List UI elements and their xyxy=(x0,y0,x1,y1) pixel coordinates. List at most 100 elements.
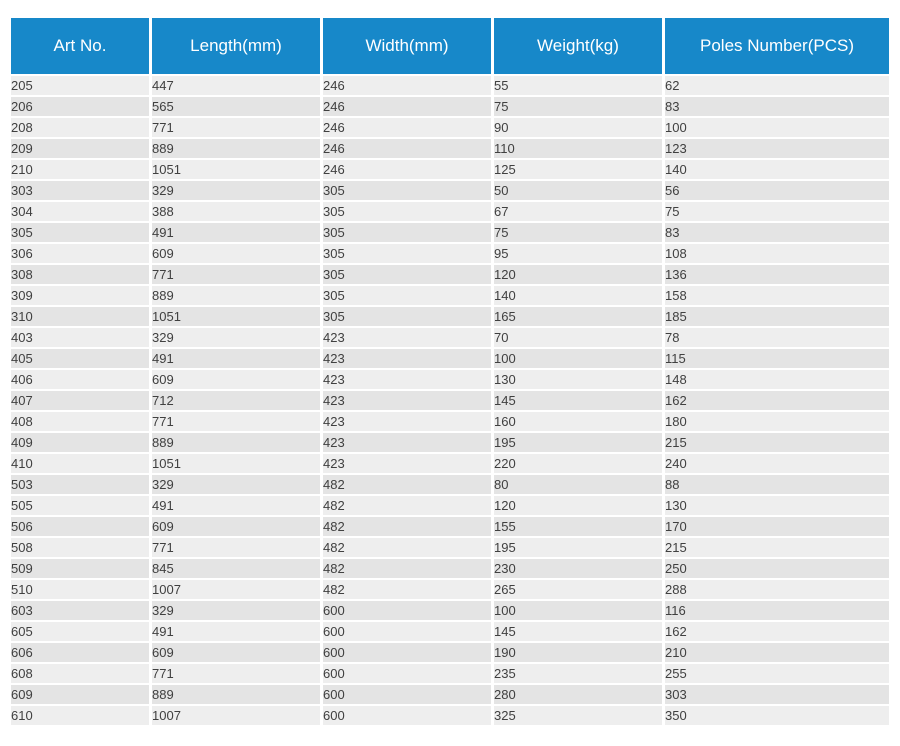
cell-weight-kg: 325 xyxy=(494,706,662,725)
cell-poles-number: 56 xyxy=(665,181,889,200)
cell-art-no: 409 xyxy=(11,433,149,452)
cell-weight-kg: 125 xyxy=(494,160,662,179)
cell-weight-kg: 145 xyxy=(494,391,662,410)
cell-weight-kg: 160 xyxy=(494,412,662,431)
table-row: 310 1051 305 165 185 xyxy=(11,307,889,326)
cell-length-mm: 447 xyxy=(152,76,320,95)
cell-width-mm: 305 xyxy=(323,265,491,284)
cell-weight-kg: 280 xyxy=(494,685,662,704)
cell-art-no: 509 xyxy=(11,559,149,578)
table-row: 506 609 482 155 170 xyxy=(11,517,889,536)
cell-width-mm: 305 xyxy=(323,244,491,263)
cell-art-no: 606 xyxy=(11,643,149,662)
cell-weight-kg: 155 xyxy=(494,517,662,536)
cell-poles-number: 215 xyxy=(665,538,889,557)
table-row: 210 1051 246 125 140 xyxy=(11,160,889,179)
cell-weight-kg: 220 xyxy=(494,454,662,473)
table-body: 205 447 246 55 62 206 565 246 75 83 208 771 246 90 100… xyxy=(11,76,889,725)
cell-length-mm: 491 xyxy=(152,349,320,368)
table-row: 510 1007 482 265 288 xyxy=(11,580,889,599)
cell-poles-number: 162 xyxy=(665,622,889,641)
cell-width-mm: 305 xyxy=(323,223,491,242)
cell-width-mm: 246 xyxy=(323,139,491,158)
table-row: 408 771 423 160 180 xyxy=(11,412,889,431)
cell-weight-kg: 80 xyxy=(494,475,662,494)
table-row: 304 388 305 67 75 xyxy=(11,202,889,221)
cell-art-no: 208 xyxy=(11,118,149,137)
cell-length-mm: 889 xyxy=(152,685,320,704)
cell-weight-kg: 55 xyxy=(494,76,662,95)
cell-art-no: 305 xyxy=(11,223,149,242)
cell-length-mm: 1007 xyxy=(152,580,320,599)
cell-length-mm: 712 xyxy=(152,391,320,410)
cell-width-mm: 482 xyxy=(323,496,491,515)
cell-weight-kg: 120 xyxy=(494,265,662,284)
cell-poles-number: 136 xyxy=(665,265,889,284)
table-row: 609 889 600 280 303 xyxy=(11,685,889,704)
table-header: Art No. Length(mm) Width(mm) Weight(kg) … xyxy=(11,18,889,74)
cell-length-mm: 771 xyxy=(152,265,320,284)
cell-art-no: 410 xyxy=(11,454,149,473)
cell-art-no: 309 xyxy=(11,286,149,305)
cell-width-mm: 246 xyxy=(323,76,491,95)
cell-poles-number: 180 xyxy=(665,412,889,431)
cell-length-mm: 609 xyxy=(152,517,320,536)
cell-poles-number: 255 xyxy=(665,664,889,683)
cell-width-mm: 305 xyxy=(323,286,491,305)
table-row: 508 771 482 195 215 xyxy=(11,538,889,557)
cell-poles-number: 170 xyxy=(665,517,889,536)
cell-length-mm: 771 xyxy=(152,412,320,431)
cell-poles-number: 108 xyxy=(665,244,889,263)
cell-poles-number: 162 xyxy=(665,391,889,410)
cell-length-mm: 889 xyxy=(152,433,320,452)
cell-width-mm: 246 xyxy=(323,118,491,137)
cell-weight-kg: 195 xyxy=(494,433,662,452)
table-row: 303 329 305 50 56 xyxy=(11,181,889,200)
cell-art-no: 206 xyxy=(11,97,149,116)
cell-art-no: 407 xyxy=(11,391,149,410)
cell-weight-kg: 120 xyxy=(494,496,662,515)
cell-length-mm: 889 xyxy=(152,139,320,158)
cell-width-mm: 305 xyxy=(323,307,491,326)
cell-weight-kg: 67 xyxy=(494,202,662,221)
cell-art-no: 510 xyxy=(11,580,149,599)
cell-length-mm: 1051 xyxy=(152,307,320,326)
cell-poles-number: 115 xyxy=(665,349,889,368)
cell-length-mm: 889 xyxy=(152,286,320,305)
cell-art-no: 303 xyxy=(11,181,149,200)
cell-poles-number: 185 xyxy=(665,307,889,326)
cell-length-mm: 491 xyxy=(152,622,320,641)
cell-length-mm: 565 xyxy=(152,97,320,116)
cell-length-mm: 329 xyxy=(152,475,320,494)
cell-width-mm: 600 xyxy=(323,601,491,620)
cell-weight-kg: 230 xyxy=(494,559,662,578)
cell-poles-number: 83 xyxy=(665,223,889,242)
cell-poles-number: 116 xyxy=(665,601,889,620)
cell-art-no: 603 xyxy=(11,601,149,620)
cell-width-mm: 246 xyxy=(323,160,491,179)
table-row: 509 845 482 230 250 xyxy=(11,559,889,578)
cell-poles-number: 148 xyxy=(665,370,889,389)
cell-art-no: 306 xyxy=(11,244,149,263)
cell-weight-kg: 100 xyxy=(494,349,662,368)
table-row: 208 771 246 90 100 xyxy=(11,118,889,137)
cell-length-mm: 609 xyxy=(152,244,320,263)
cell-poles-number: 158 xyxy=(665,286,889,305)
cell-weight-kg: 95 xyxy=(494,244,662,263)
cell-width-mm: 423 xyxy=(323,328,491,347)
cell-width-mm: 305 xyxy=(323,181,491,200)
table-row: 206 565 246 75 83 xyxy=(11,97,889,116)
table-row: 407 712 423 145 162 xyxy=(11,391,889,410)
cell-weight-kg: 130 xyxy=(494,370,662,389)
table-row: 308 771 305 120 136 xyxy=(11,265,889,284)
cell-width-mm: 600 xyxy=(323,622,491,641)
cell-poles-number: 83 xyxy=(665,97,889,116)
cell-art-no: 508 xyxy=(11,538,149,557)
cell-poles-number: 140 xyxy=(665,160,889,179)
table-row: 606 609 600 190 210 xyxy=(11,643,889,662)
header-length-mm: Length(mm) xyxy=(152,18,320,74)
cell-width-mm: 600 xyxy=(323,685,491,704)
cell-art-no: 505 xyxy=(11,496,149,515)
cell-poles-number: 62 xyxy=(665,76,889,95)
header-row: Art No. Length(mm) Width(mm) Weight(kg) … xyxy=(11,18,889,74)
